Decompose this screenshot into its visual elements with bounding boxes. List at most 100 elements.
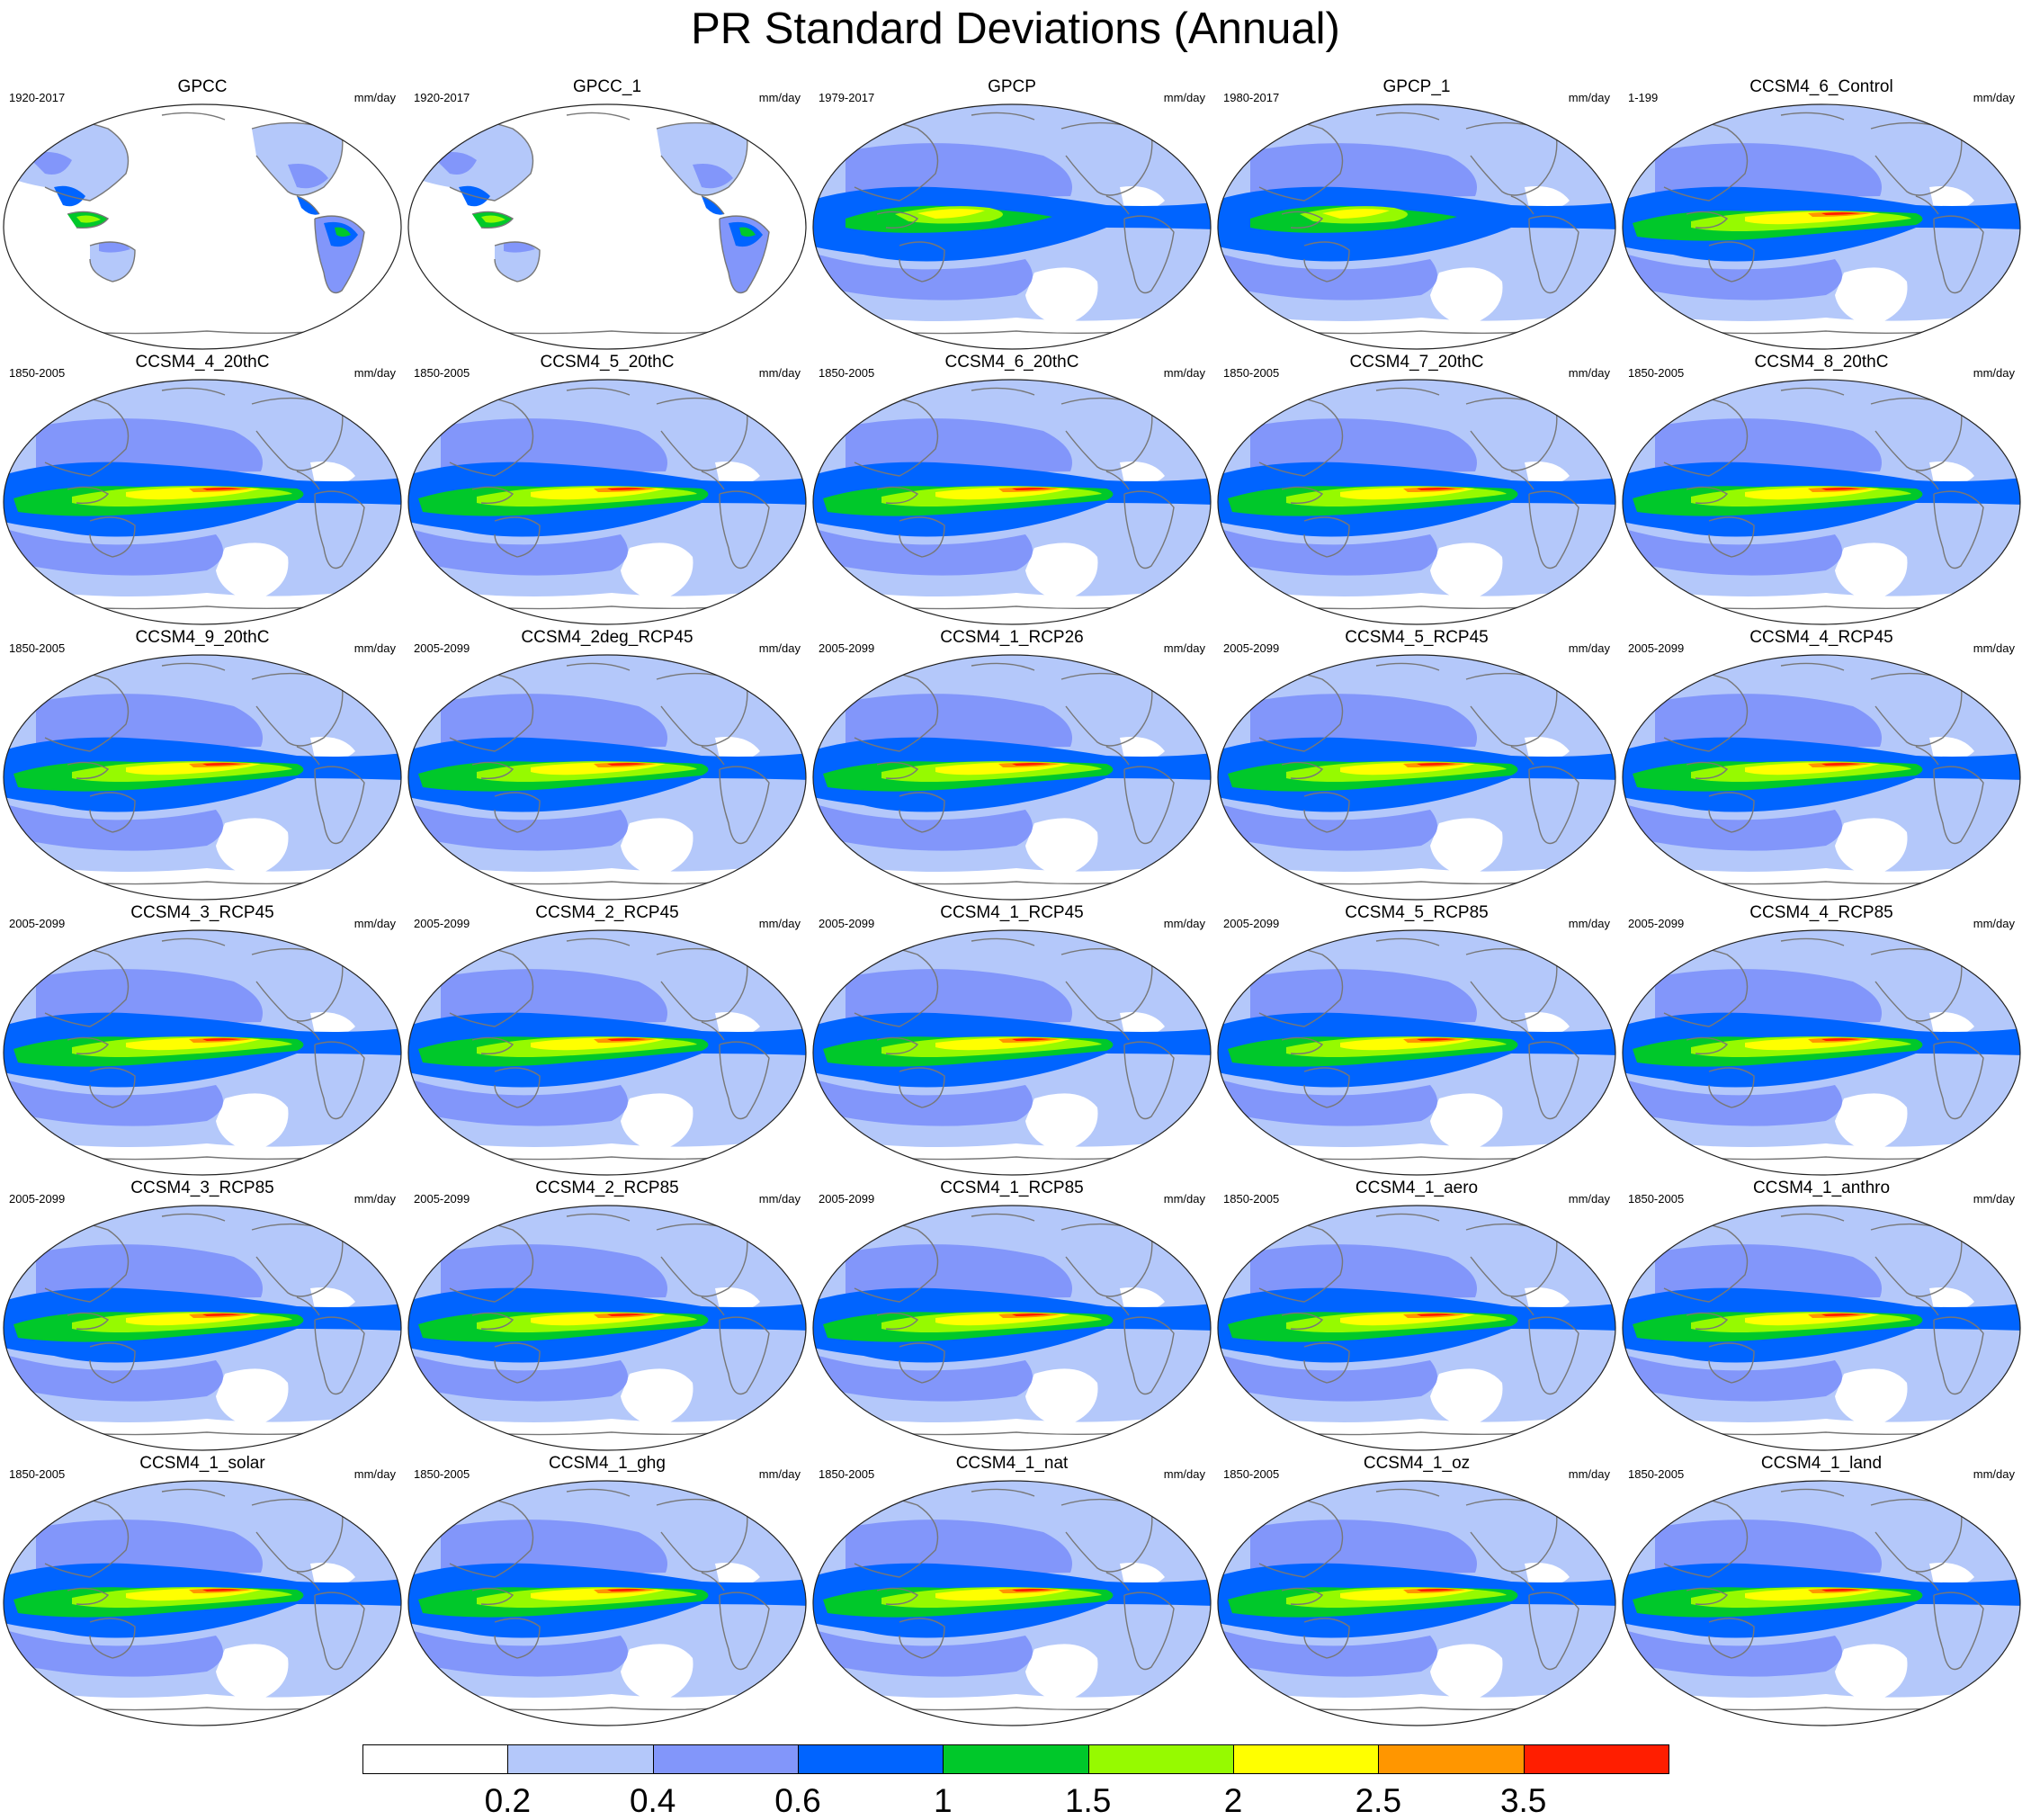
panel-years: 2005-2099 [414,641,470,655]
map-panel: CCSM4_2_RCP45 2005-2099 mm/day [405,902,810,1178]
panel-title: GPCC [177,77,228,96]
panel-title: CCSM4_1_RCP45 [940,903,1084,922]
robinson-map [1622,929,2021,1176]
precip-field [813,655,1211,900]
map-border [3,1205,402,1451]
precip-field [1623,104,2020,349]
map-border [407,103,807,350]
panel-units: mm/day [1163,366,1205,380]
map-border [407,379,807,625]
map-border [1622,379,2021,625]
robinson-map [812,1205,1212,1451]
map-panel: CCSM4_4_RCP45 2005-2099 mm/day [1619,627,2024,902]
panel-title: CCSM4_2_RCP45 [535,903,679,922]
precip-field [4,655,401,900]
panel-units: mm/day [1163,917,1205,930]
panel-units: mm/day [1568,1192,1610,1206]
robinson-map [3,103,402,350]
panel-years: 1850-2005 [414,1467,470,1481]
map-panel: CCSM4_1_nat 1850-2005 mm/day [810,1453,1214,1728]
panel-title: CCSM4_4_RCP85 [1749,903,1893,922]
panel-title: CCSM4_1_nat [955,1454,1069,1473]
map-panel: CCSM4_1_RCP26 2005-2099 mm/day [810,627,1214,902]
precip-field [408,1481,806,1726]
robinson-map [812,379,1212,625]
robinson-map [812,103,1212,350]
panel-years: 1850-2005 [9,1467,66,1481]
map-panel: CCSM4_1_ghg 1850-2005 mm/day [405,1453,810,1728]
panel-title: CCSM4_3_RCP85 [130,1179,274,1197]
precip-field [1218,930,1615,1175]
panel-units: mm/day [353,1467,396,1481]
map-border [812,1205,1212,1451]
panel-grid: GPCC 1920-2017 mm/day GPCC_1 1920-2017 mm/day… [0,76,2031,1732]
precip-field [1623,930,2020,1175]
robinson-map [407,929,807,1176]
map-panel: CCSM4_2deg_RCP45 2005-2099 mm/day [405,627,810,902]
precip-field [1218,1481,1615,1726]
panel-units: mm/day [1973,1192,2015,1206]
robinson-map [1217,654,1616,901]
panel-years: 2005-2099 [1223,917,1280,930]
panel-years: 2005-2099 [414,917,470,930]
panel-years: 1850-2005 [819,366,875,380]
colorbar-label: 1.5 [1064,1782,1112,1819]
panel-units: mm/day [1163,641,1205,655]
colorbar-swatch [1523,1744,1669,1774]
precip-field [408,104,806,349]
panel-years: 1850-2005 [414,366,470,380]
panel-years: 2005-2099 [1223,641,1280,655]
robinson-map [1217,103,1616,350]
panel-title: CCSM4_1_RCP85 [940,1179,1084,1197]
panel-title: CCSM4_1_ghg [549,1454,666,1473]
precip-field [813,1481,1211,1726]
map-border [1622,929,2021,1176]
panel-title: CCSM4_1_solar [139,1454,265,1473]
panel-years: 2005-2099 [9,1192,66,1206]
panel-title: CCSM4_5_RCP85 [1345,903,1489,922]
panel-years: 2005-2099 [819,641,875,655]
map-panel: GPCC 1920-2017 mm/day [0,76,405,352]
panel-years: 1850-2005 [9,366,66,380]
panel-title: CCSM4_2deg_RCP45 [521,628,693,647]
panel-title: CCSM4_3_RCP45 [130,903,274,922]
precip-field [813,1206,1211,1450]
map-border [407,929,807,1176]
panel-units: mm/day [1973,1467,2015,1481]
robinson-map [1217,379,1616,625]
robinson-map [3,929,402,1176]
panel-units: mm/day [1568,917,1610,930]
map-border [407,1205,807,1451]
precip-field [408,930,806,1175]
panel-title: CCSM4_1_anthro [1752,1179,1891,1197]
colorbar-swatch [1233,1744,1380,1774]
precip-field [4,380,401,624]
map-panel: GPCP 1979-2017 mm/day [810,76,1214,352]
panel-units: mm/day [353,1192,396,1206]
panel-years: 2005-2099 [819,1192,875,1206]
panel-units: mm/day [1163,1192,1205,1206]
panel-title: CCSM4_7_20thC [1349,353,1484,372]
panel-title: GPCP [988,77,1036,96]
map-border [1622,654,2021,901]
panel-years: 1980-2017 [1223,91,1280,104]
precip-field [4,930,401,1175]
map-border [407,1480,807,1726]
panel-title: CCSM4_6_20thC [944,353,1079,372]
robinson-map [407,1480,807,1726]
colorbar-swatch [362,1744,509,1774]
panel-title: CCSM4_6_Control [1749,77,1893,96]
colorbar-swatch [798,1744,944,1774]
map-border [1217,929,1616,1176]
panel-units: mm/day [758,641,801,655]
panel-units: mm/day [1568,366,1610,380]
map-panel: CCSM4_5_RCP85 2005-2099 mm/day [1214,902,1619,1178]
robinson-map [1622,379,2021,625]
map-border [3,1480,402,1726]
panel-years: 1850-2005 [1223,366,1280,380]
robinson-map [1217,1480,1616,1726]
colorbar-label: 0.6 [774,1782,821,1819]
panel-units: mm/day [353,917,396,930]
map-border [1217,654,1616,901]
precip-field [1623,1481,2020,1726]
